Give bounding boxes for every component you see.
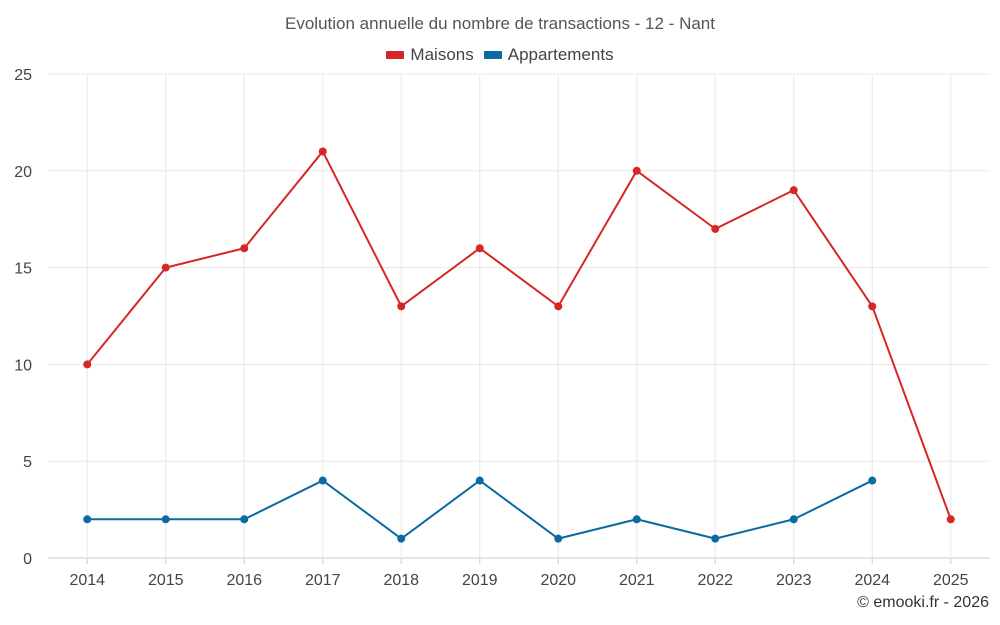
data-point-maisons xyxy=(868,302,877,311)
data-point-maisons xyxy=(475,244,484,253)
data-point-appartements xyxy=(475,476,484,485)
y-tick-label: 20 xyxy=(14,164,32,181)
data-point-maisons xyxy=(946,515,955,524)
data-point-appartements xyxy=(161,515,170,524)
x-tick-label: 2022 xyxy=(697,572,733,589)
data-point-appartements xyxy=(318,476,327,485)
data-point-maisons xyxy=(161,263,170,272)
y-tick-label: 0 xyxy=(23,551,32,568)
chart-title: Evolution annuelle du nombre de transact… xyxy=(285,14,715,33)
data-point-maisons xyxy=(83,360,92,369)
y-tick-label: 10 xyxy=(14,357,32,374)
y-tick-label: 25 xyxy=(14,67,32,84)
y-tick-label: 5 xyxy=(23,454,32,471)
series-line-maisons xyxy=(86,150,952,520)
data-point-appartements xyxy=(632,515,641,524)
x-tick-label: 2021 xyxy=(619,572,655,589)
legend-label-maisons: Maisons xyxy=(410,45,474,64)
x-tick-label: 2020 xyxy=(540,572,576,589)
legend-item-appartements[interactable]: Appartements xyxy=(483,45,614,65)
legend-swatch-maisons xyxy=(386,51,405,59)
x-tick-label: 2014 xyxy=(69,572,105,589)
credit-text: © emooki.fr - 2026 xyxy=(857,594,989,611)
data-point-maisons xyxy=(318,147,327,156)
data-point-maisons xyxy=(711,224,720,233)
data-point-appartements xyxy=(789,515,798,524)
data-point-appartements xyxy=(554,534,563,543)
data-point-appartements xyxy=(711,534,720,543)
x-tick-label: 2019 xyxy=(462,572,498,589)
x-tick-label: 2017 xyxy=(305,572,341,589)
legend-item-maisons[interactable]: Maisons xyxy=(386,45,474,65)
data-point-maisons xyxy=(397,302,406,311)
data-point-maisons xyxy=(789,186,798,195)
data-point-maisons xyxy=(554,302,563,311)
x-tick-label: 2025 xyxy=(933,572,969,589)
x-tick-label: 2016 xyxy=(226,572,262,589)
y-tick-label: 15 xyxy=(14,261,32,278)
data-point-appartements xyxy=(240,515,249,524)
legend-label-appartements: Appartements xyxy=(507,45,614,64)
data-point-appartements xyxy=(83,515,92,524)
data-point-maisons xyxy=(632,166,641,175)
data-point-appartements xyxy=(868,476,877,485)
data-point-maisons xyxy=(240,244,249,253)
data-point-appartements xyxy=(397,534,406,543)
x-tick-label: 2023 xyxy=(776,572,812,589)
x-tick-label: 2015 xyxy=(148,572,184,589)
legend: Maisons Appartements xyxy=(0,45,1000,65)
x-tick-label: 2024 xyxy=(854,572,890,589)
legend-swatch-appartements xyxy=(483,51,502,59)
x-tick-label: 2018 xyxy=(383,572,419,589)
